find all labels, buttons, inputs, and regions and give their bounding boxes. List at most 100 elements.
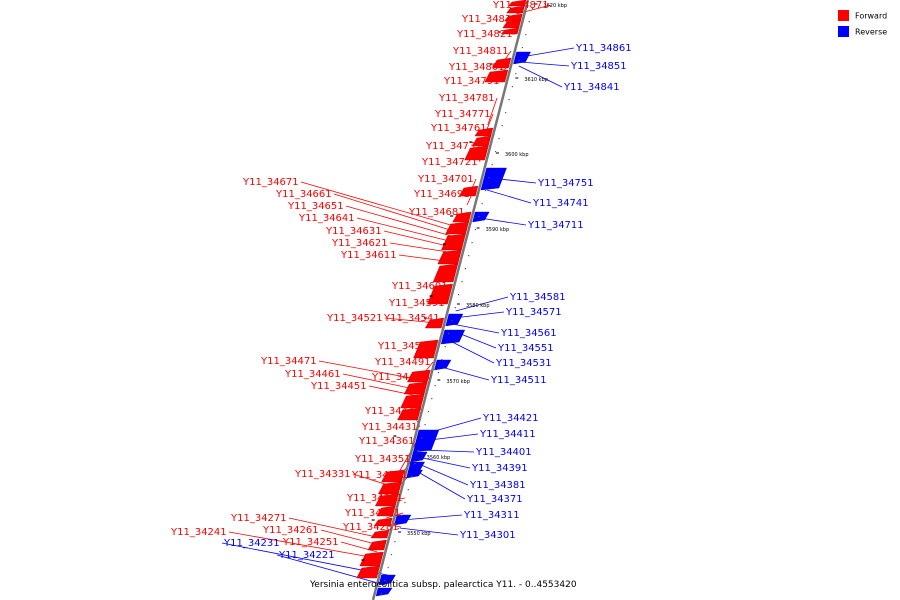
gene-label: Y11_34411: [479, 429, 536, 440]
forward-gene-block: [464, 145, 489, 161]
leader-line: [221, 542, 388, 576]
gene-label: Y11_34711: [527, 220, 584, 231]
backbone-tick: [427, 411, 430, 413]
gene-label: Y11_34751: [537, 178, 594, 189]
backbone-tick: [525, 34, 527, 36]
backbone-tick: [397, 528, 399, 530]
legend-reverse-swatch: [838, 26, 849, 37]
leader-line: [318, 360, 422, 381]
leader-line: [479, 217, 527, 226]
legend-reverse-label: Reverse: [855, 28, 887, 37]
leader-line: [389, 242, 455, 254]
backbone-tick: [494, 151, 497, 153]
gene-label: Y11_34601: [391, 281, 448, 292]
scale-label: 3610 kbp: [524, 77, 548, 83]
backbone-tick: [484, 190, 487, 192]
gene-label: Y11_34441: [364, 406, 421, 417]
leader-line: [486, 189, 532, 204]
forward-gene-block: [502, 19, 522, 29]
gene-label: Y11_34761: [430, 123, 487, 134]
gene-label: Y11_34461: [284, 369, 341, 380]
backbone-tick: [451, 320, 453, 322]
forward-gene-block: [374, 493, 399, 507]
gene-label: Y11_34491: [374, 357, 431, 368]
backbone-tick: [390, 554, 393, 556]
backbone-tick: [464, 268, 466, 270]
backbone-tick: [404, 502, 406, 504]
gene-label: Y11_34691: [413, 189, 470, 200]
scale-label: 3550 kbp: [407, 531, 431, 537]
gene-label: Y11_34331: [294, 469, 351, 480]
backbone-tick: [481, 203, 483, 205]
reverse-gene-block: [410, 451, 428, 463]
forward-gene-block: [378, 481, 402, 495]
gene-features: [356, 0, 531, 597]
gene-label: Y11_34641: [298, 213, 355, 224]
backbone-tick: [454, 307, 456, 309]
reverse-gene-block: [375, 587, 393, 597]
backbone-tick: [380, 593, 383, 595]
backbone-tick: [444, 346, 446, 348]
backbone-tick: [441, 359, 443, 361]
leader-line: [417, 456, 471, 469]
backbone-tick: [384, 580, 386, 582]
gene-label: Y11_34361: [358, 436, 415, 447]
gene-label: Y11_34451: [310, 381, 367, 392]
backbone-tick: [491, 164, 493, 166]
gene-label: Y11_34681: [408, 207, 465, 218]
scale-label: 3580 kbp: [466, 303, 490, 309]
leader-line: [342, 373, 420, 391]
gene-label: Y11_34311: [463, 510, 520, 521]
leader-line: [487, 97, 498, 126]
gene-label: Y11_34511: [490, 375, 547, 386]
leader-line: [333, 193, 460, 234]
reverse-gene-block: [472, 211, 490, 223]
forward-gene-block: [474, 127, 494, 137]
reverse-gene-block: [434, 359, 452, 371]
backbone-tick: [508, 99, 510, 101]
gene-label: Y11_34381: [469, 480, 526, 491]
gene-label: Y11_34241: [170, 527, 227, 538]
leader-line: [401, 514, 463, 521]
scale-label: 3560 kbp: [427, 455, 451, 461]
gene-label: Y11_34721: [421, 157, 478, 168]
forward-gene-block: [424, 317, 445, 329]
gene-label: Y11_34551: [497, 343, 554, 354]
map-caption: Yersinia enterocolitica subsp. palearcti…: [309, 580, 577, 590]
gene-label: Y11_34651: [287, 201, 344, 212]
leader-line: [228, 531, 376, 559]
backbone-tick: [394, 541, 396, 543]
backbone-tick: [411, 476, 413, 478]
leader-line: [447, 339, 495, 364]
gene-label: Y11_34831: [461, 14, 518, 25]
gene-labels: Y11_34871 Y11_34831 Y11_34821 Y11_34811 Y11_…: [170, 0, 632, 561]
forward-gene-block: [397, 407, 421, 421]
gene-label: Y11_34781: [438, 93, 495, 104]
forward-gene-block: [413, 339, 439, 359]
leader-line: [384, 317, 437, 324]
forward-gene-block: [452, 211, 472, 223]
scale-label: 3600 kbp: [505, 152, 529, 158]
legend-forward-label: Forward: [855, 12, 887, 21]
gene-label: Y11_34771: [434, 109, 491, 120]
gene-label: Y11_34801: [448, 62, 505, 73]
gene-label: Y11_34391: [471, 463, 528, 474]
gene-label: Y11_34301: [459, 530, 516, 541]
leader-line: [368, 385, 418, 397]
scale-label: 3570 kbp: [446, 379, 470, 385]
leader-line: [320, 529, 380, 546]
forward-gene-block: [359, 551, 384, 567]
backbone-tick: [501, 125, 503, 127]
forward-gene-block: [437, 249, 462, 265]
gene-label: Y11_34221: [278, 550, 335, 561]
forward-gene-block: [484, 69, 509, 83]
backbone-tick: [414, 463, 416, 465]
gene-label: Y11_34861: [575, 43, 632, 54]
backbone-tick: [468, 255, 470, 257]
gene-label: Y11_34291: [344, 508, 401, 519]
forward-gene-block: [356, 565, 381, 579]
gene-label: Y11_34871: [492, 0, 549, 11]
backbone-tick: [434, 385, 436, 387]
leader-line: [276, 554, 385, 586]
